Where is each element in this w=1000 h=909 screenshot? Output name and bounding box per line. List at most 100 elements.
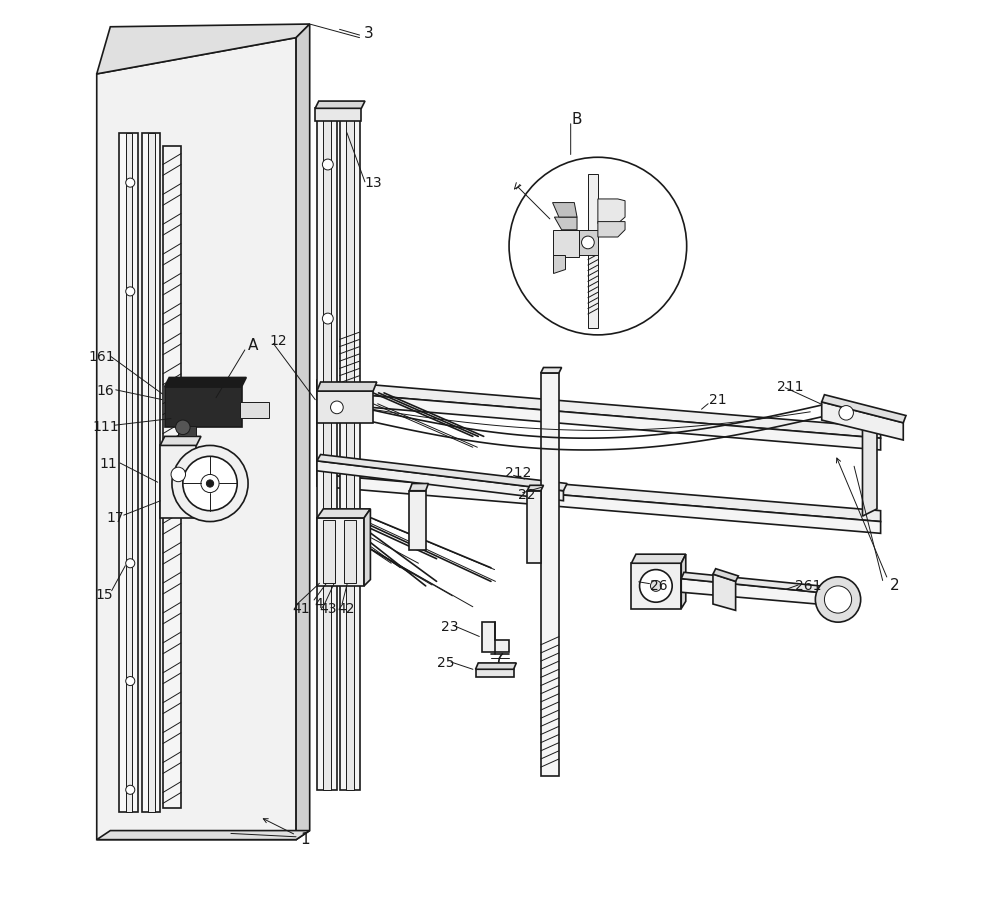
Polygon shape [364, 509, 370, 586]
Polygon shape [822, 402, 903, 440]
Polygon shape [482, 622, 509, 652]
Polygon shape [317, 509, 370, 518]
Polygon shape [822, 395, 906, 423]
Polygon shape [97, 37, 296, 840]
Polygon shape [317, 474, 881, 534]
Polygon shape [476, 663, 516, 669]
Circle shape [322, 313, 333, 324]
Polygon shape [165, 377, 246, 386]
Polygon shape [142, 133, 160, 813]
Circle shape [640, 570, 672, 603]
Polygon shape [681, 554, 686, 608]
Circle shape [126, 559, 135, 568]
Polygon shape [317, 464, 881, 522]
Polygon shape [317, 391, 373, 423]
Text: 16: 16 [97, 385, 115, 398]
Polygon shape [317, 373, 332, 464]
Text: 2: 2 [889, 578, 899, 594]
Circle shape [126, 785, 135, 794]
Polygon shape [165, 386, 242, 427]
Text: 22: 22 [518, 488, 536, 503]
Polygon shape [178, 425, 196, 436]
Circle shape [509, 157, 687, 335]
Polygon shape [323, 119, 331, 790]
Circle shape [824, 586, 852, 613]
Circle shape [201, 474, 219, 493]
Polygon shape [296, 24, 310, 840]
Polygon shape [148, 133, 155, 813]
Polygon shape [317, 380, 881, 438]
Polygon shape [409, 484, 428, 491]
Text: 12: 12 [269, 335, 287, 348]
Polygon shape [527, 491, 541, 564]
Text: 15: 15 [95, 588, 113, 602]
Text: 26: 26 [650, 579, 667, 593]
Circle shape [322, 159, 333, 170]
Circle shape [172, 445, 248, 522]
Polygon shape [315, 101, 365, 108]
Text: 42: 42 [337, 602, 355, 615]
Polygon shape [862, 420, 877, 516]
Circle shape [815, 577, 861, 622]
Text: 3: 3 [364, 25, 373, 41]
Text: 1: 1 [300, 832, 310, 847]
Polygon shape [317, 454, 567, 491]
Text: 11: 11 [100, 456, 117, 471]
Text: 211: 211 [777, 380, 803, 394]
Polygon shape [346, 119, 354, 790]
Polygon shape [315, 108, 361, 121]
Circle shape [176, 420, 190, 435]
Text: 261: 261 [795, 579, 821, 593]
Circle shape [126, 676, 135, 685]
Polygon shape [527, 485, 543, 491]
Text: B: B [572, 112, 582, 126]
Polygon shape [554, 217, 577, 230]
Polygon shape [160, 445, 196, 518]
Polygon shape [588, 174, 598, 327]
Polygon shape [317, 461, 563, 501]
Polygon shape [681, 579, 817, 604]
Polygon shape [681, 573, 820, 593]
Circle shape [650, 581, 661, 592]
Polygon shape [317, 382, 377, 391]
Circle shape [183, 456, 237, 511]
Text: 23: 23 [441, 620, 459, 634]
Polygon shape [713, 569, 738, 582]
Polygon shape [476, 669, 514, 676]
Text: 212: 212 [505, 465, 531, 480]
Circle shape [171, 467, 186, 482]
Text: 25: 25 [437, 656, 454, 670]
Polygon shape [598, 222, 625, 237]
Polygon shape [317, 391, 881, 450]
Polygon shape [631, 554, 686, 564]
Polygon shape [541, 373, 559, 776]
Polygon shape [317, 518, 364, 586]
Text: 17: 17 [106, 511, 124, 524]
Text: 43: 43 [319, 602, 337, 615]
Text: 111: 111 [92, 420, 119, 435]
Circle shape [126, 178, 135, 187]
Polygon shape [553, 230, 579, 257]
Polygon shape [409, 491, 426, 550]
Text: A: A [248, 338, 259, 354]
Text: 41: 41 [292, 602, 309, 615]
Polygon shape [553, 255, 565, 274]
Polygon shape [240, 402, 269, 418]
Polygon shape [119, 133, 138, 813]
Circle shape [331, 401, 343, 414]
Polygon shape [577, 230, 598, 255]
Polygon shape [541, 367, 562, 373]
Polygon shape [126, 133, 132, 813]
Text: 161: 161 [88, 350, 115, 364]
Text: 4: 4 [314, 597, 323, 611]
Polygon shape [631, 564, 681, 608]
Polygon shape [344, 520, 356, 584]
Polygon shape [97, 24, 310, 74]
Polygon shape [713, 574, 736, 610]
Polygon shape [323, 520, 335, 584]
Text: 21: 21 [709, 393, 726, 407]
Circle shape [839, 405, 853, 420]
Circle shape [582, 236, 594, 249]
Circle shape [126, 287, 135, 296]
Polygon shape [317, 119, 337, 790]
